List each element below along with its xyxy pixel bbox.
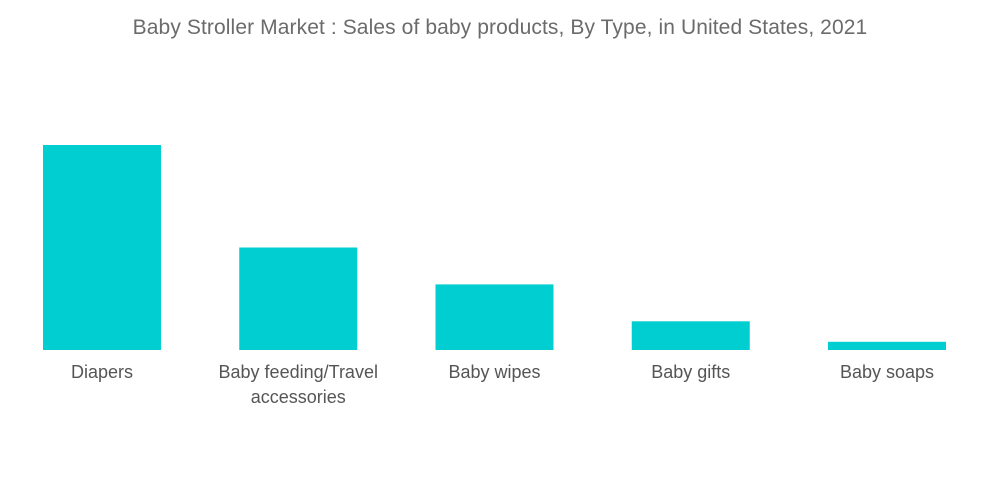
category-label-3: Baby gifts <box>651 362 730 382</box>
category-label-line: Baby soaps <box>840 362 934 382</box>
bar-4 <box>828 341 946 350</box>
category-label-0: Diapers <box>71 362 133 382</box>
bar-3 <box>631 321 750 350</box>
bar-2 <box>435 284 554 350</box>
category-label-line: Baby wipes <box>448 362 540 382</box>
category-label-1: Baby feeding/Travel accessories <box>219 362 378 407</box>
category-label-line: accessories <box>251 387 346 407</box>
category-labels-group: Diapers Baby feeding/Travel accessoriesBab… <box>71 362 934 407</box>
category-label-4: Baby soaps <box>840 362 934 382</box>
bar-0 <box>43 145 161 350</box>
bar-1 <box>239 247 358 350</box>
category-label-line: Baby feeding/Travel <box>219 362 378 382</box>
bars-group <box>43 145 946 350</box>
category-label-2: Baby wipes <box>448 362 540 382</box>
category-label-line: Baby gifts <box>651 362 730 382</box>
category-label-line: Diapers <box>71 362 133 382</box>
chart-title: Baby Stroller Market : Sales of baby pro… <box>132 16 868 39</box>
